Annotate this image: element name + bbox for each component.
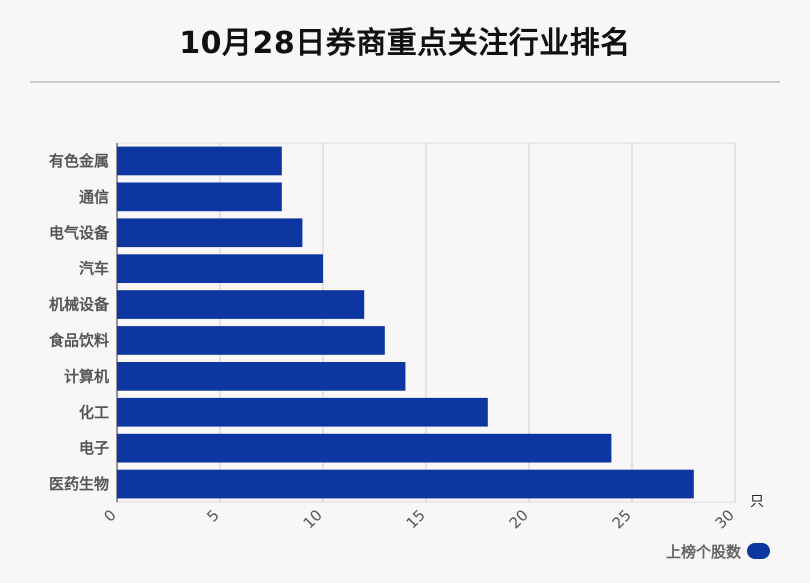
x-tick-label: 15 <box>403 506 429 532</box>
category-label: 电子 <box>79 439 109 457</box>
bar <box>117 218 303 248</box>
legend: 上榜个股数 <box>666 540 770 562</box>
category-label: 有色金属 <box>49 152 109 170</box>
x-tick-label: 10 <box>300 506 326 532</box>
bar <box>117 397 488 427</box>
bar <box>117 433 612 463</box>
category-label: 计算机 <box>64 367 109 385</box>
bar <box>117 290 365 319</box>
bar <box>117 146 282 176</box>
category-label: 化工 <box>79 403 109 421</box>
x-tick-label: 20 <box>506 506 532 532</box>
title-divider <box>30 81 780 83</box>
chart-title: 10月28日券商重点关注行业排名 <box>179 26 631 61</box>
x-tick-label: 25 <box>609 506 635 532</box>
x-tick-label: 0 <box>100 506 119 525</box>
category-label: 机械设备 <box>49 296 110 314</box>
bar <box>117 326 385 355</box>
category-label: 食品饮料 <box>49 331 109 349</box>
category-label: 汽车 <box>79 260 109 278</box>
category-label: 电气设备 <box>49 224 110 242</box>
legend-label: 上榜个股数 <box>665 542 741 561</box>
category-label: 医药生物 <box>49 475 109 493</box>
bar <box>117 182 282 212</box>
legend-swatch <box>747 543 770 559</box>
x-tick-label: 5 <box>203 506 222 525</box>
bars <box>117 146 694 499</box>
bar <box>117 469 694 499</box>
bar <box>117 361 406 391</box>
x-tick-labels: 0 5 10 15 20 25 30 <box>100 506 737 532</box>
x-unit-label: 只 <box>750 494 764 510</box>
category-label: 通信 <box>79 188 109 206</box>
x-tick-label: 30 <box>712 506 738 532</box>
bar <box>117 254 323 284</box>
